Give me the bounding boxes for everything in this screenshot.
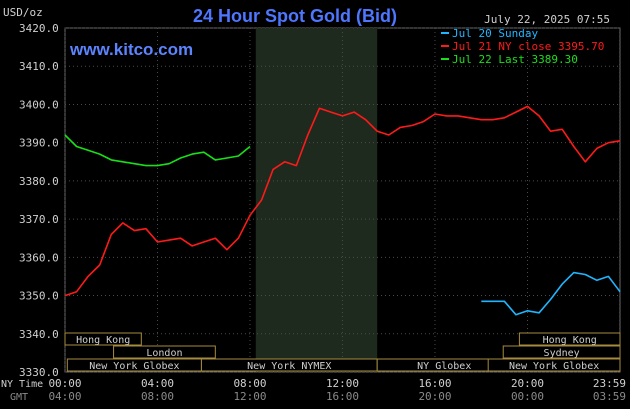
session-bar: New York NYMEX bbox=[200, 358, 378, 372]
session-bar: Hong Kong bbox=[64, 332, 142, 346]
grid-lines bbox=[64, 27, 621, 373]
y-tick-label: 3420.0 bbox=[19, 22, 59, 35]
session-bar: London bbox=[113, 345, 216, 359]
axes: USD/oz NY Time GMT 3420.0 3410.0 3400.0 339… bbox=[1, 6, 626, 403]
session-label: London bbox=[146, 348, 182, 359]
x-tick-label-ny: 04:00 bbox=[141, 377, 174, 390]
session-bar: New York Globex bbox=[487, 358, 621, 372]
y-tick-label: 3380.0 bbox=[19, 175, 59, 188]
x-tick-label-ny: 08:00 bbox=[233, 377, 266, 390]
legend-entry: Jul 20 Sunday bbox=[452, 27, 538, 40]
session-label: Sydney bbox=[544, 348, 580, 359]
x-tick-label-gmt: 20:00 bbox=[418, 390, 451, 403]
x-tick-label-ny: 23:59 bbox=[593, 377, 626, 390]
y-tick-label: 3400.0 bbox=[19, 98, 59, 111]
session-bar-box bbox=[502, 345, 621, 359]
session-bar-box bbox=[64, 332, 142, 346]
nymex-highlight bbox=[255, 28, 378, 372]
session-label: Hong Kong bbox=[76, 335, 130, 346]
x-axis-ny-label: NY Time bbox=[1, 379, 43, 390]
y-tick-label: 3370.0 bbox=[19, 213, 59, 226]
nymex-highlight-band bbox=[255, 28, 378, 372]
y-unit-label: USD/oz bbox=[3, 6, 43, 19]
x-tick-label-gmt: 03:59 bbox=[593, 390, 626, 403]
x-tick-label-ny: 16:00 bbox=[418, 377, 451, 390]
chart-title: 24 Hour Spot Gold (Bid) bbox=[193, 6, 397, 26]
price-series bbox=[64, 105, 621, 316]
session-bar-box bbox=[487, 358, 621, 372]
x-tick-label-gmt: 00:00 bbox=[511, 390, 544, 403]
x-tick-label-gmt: 04:00 bbox=[48, 390, 81, 403]
x-tick-label-ny: 00:00 bbox=[48, 377, 81, 390]
y-tick-label: 3340.0 bbox=[19, 328, 59, 341]
y-tick-label: 3360.0 bbox=[19, 251, 59, 264]
session-label: NY Globex bbox=[417, 361, 471, 372]
y-tick-label: 3330.0 bbox=[19, 366, 59, 379]
x-tick-label-ny: 20:00 bbox=[511, 377, 544, 390]
site-url: www.kitco.com bbox=[69, 40, 193, 59]
chart-timestamp: July 22, 2025 07:55 bbox=[484, 13, 610, 26]
x-tick-label-gmt: 12:00 bbox=[233, 390, 266, 403]
session-label: Hong Kong bbox=[543, 335, 597, 346]
session-bar-box bbox=[113, 345, 216, 359]
legend-entry: Jul 22 Last 3389.30 bbox=[452, 53, 578, 66]
y-tick-label: 3410.0 bbox=[19, 60, 59, 73]
x-axis-gmt-label: GMT bbox=[10, 392, 28, 403]
y-tick-label: 3350.0 bbox=[19, 290, 59, 303]
series-line bbox=[481, 271, 621, 316]
legend-entry: Jul 21 NY close 3395.70 bbox=[452, 40, 604, 53]
series-line bbox=[64, 105, 621, 297]
x-tick-label-gmt: 08:00 bbox=[141, 390, 174, 403]
session-label: New York Globex bbox=[89, 361, 179, 372]
trading-sessions: Hong Kong London New York Globex New York N… bbox=[64, 332, 621, 372]
x-tick-label-gmt: 16:00 bbox=[326, 390, 359, 403]
x-tick-label-ny: 12:00 bbox=[326, 377, 359, 390]
series-line bbox=[64, 134, 251, 167]
session-bar: Sydney bbox=[502, 345, 621, 359]
session-bar: New York Globex bbox=[66, 358, 202, 372]
y-tick-label: 3390.0 bbox=[19, 137, 59, 150]
session-label: New York Globex bbox=[509, 361, 599, 372]
session-label: New York NYMEX bbox=[247, 361, 331, 372]
session-bar: Hong Kong bbox=[518, 332, 621, 346]
session-bar-box bbox=[518, 332, 621, 346]
